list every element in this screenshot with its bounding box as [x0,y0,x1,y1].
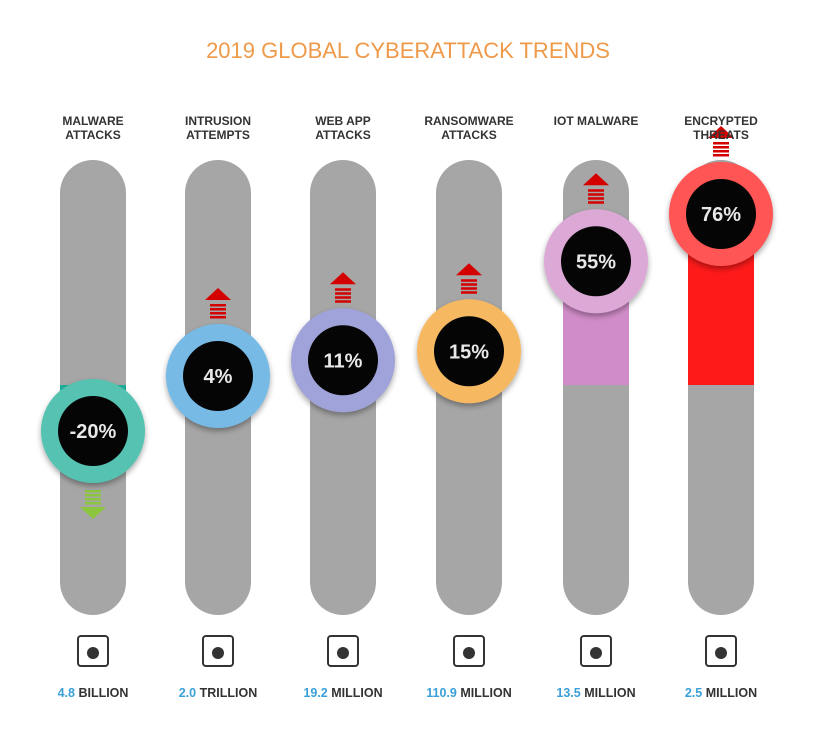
arrow-stripe [713,142,729,145]
category-label: WEB APP ATTACKS [315,114,371,142]
icon-frame [580,635,612,667]
arrow-stripe [461,279,477,282]
arrow-stripe [85,490,101,493]
icon-dot [87,647,99,659]
arrow-stripe [210,312,226,315]
arrow-stripe [210,304,226,307]
value-label: 11% [324,350,363,372]
value-label: 55% [576,251,616,273]
value-label: 76% [701,204,741,226]
arrow-stripe [461,291,477,294]
arrow-stripe [335,288,351,291]
arrow-stripe [461,287,477,290]
arrow-head [80,507,106,519]
total-label: 4.8 BILLION [28,686,158,700]
category-label: MALWARE ATTACKS [62,114,124,142]
arrow-stripe [588,201,604,204]
total-unit: MILLION [331,686,383,700]
arrow-stripe [210,308,226,311]
arrow-stripe [335,292,351,295]
icon-frame [327,635,359,667]
total-number: 13.5 [556,686,581,700]
total-number: 19.2 [303,686,328,700]
arrow-up [330,272,356,303]
icon-dot [212,647,224,659]
arrow-stripe [210,316,226,319]
value-label: 15% [449,341,489,363]
arrow-up [205,288,231,319]
category-label: RANSOMWARE ATTACKS [424,114,514,142]
icon-dot [337,647,349,659]
arrow-down [80,490,106,519]
value-disc [686,179,756,249]
chart-title: 2019 GLOBAL CYBERATTACK TRENDS [206,38,610,63]
category-icon [453,635,485,667]
value-disc [308,325,378,396]
icon-frame [202,635,234,667]
total-unit: MILLION [584,686,636,700]
total-label: 2.0 TRILLION [153,686,283,700]
icon-frame [453,635,485,667]
arrow-head [330,272,356,285]
total-unit: MILLION [705,686,758,700]
icon-frame [705,635,737,667]
arrow-head [708,126,734,138]
category-icon [705,635,737,667]
total-number: 2.5 [684,686,703,700]
category-icon [580,635,612,667]
arrow-up [456,263,482,294]
total-number: 2.0 [178,686,197,700]
category-icon [77,635,109,667]
arrow-up [708,126,734,157]
arrow-stripe [335,296,351,299]
arrow-stripe [85,494,101,497]
category-label: ENCRYPTED THREATS [684,114,758,142]
total-unit: MILLION [460,686,512,700]
arrow-stripe [588,193,604,196]
arrow-stripe [85,498,101,501]
arrow-head [205,288,231,300]
total-label: 2.5 MILLION [656,686,786,700]
arrow-head [583,173,609,186]
value-disc [434,316,504,387]
arrow-head [456,263,482,276]
value-disc [58,396,128,466]
value-disc [183,341,253,411]
value-label: -20% [70,421,117,443]
total-label: 19.2 MILLION [278,686,408,700]
total-label: 13.5 MILLION [531,686,661,700]
arrow-up [583,173,609,204]
total-number: 110.9 [426,686,457,700]
category-icon [202,635,234,667]
category-label: INTRUSION ATTEMPTS [185,114,251,142]
arrow-stripe [461,283,477,286]
arrow-stripe [588,197,604,200]
arrow-stripe [335,300,351,303]
arrow-stripe [588,189,604,192]
total-number: 4.8 [57,686,75,700]
value-label: 4% [204,366,233,388]
total-unit: TRILLION [199,686,258,700]
arrow-stripe [85,502,101,505]
arrow-stripe [713,154,729,157]
icon-dot [463,647,475,659]
value-disc [561,226,631,297]
category-label: IOT MALWARE [553,114,639,128]
icon-dot [590,647,602,659]
total-label: 110.9 MILLION [404,686,534,700]
total-unit: BILLION [78,686,129,700]
icon-dot [715,647,727,659]
icon-frame [77,635,109,667]
arrow-stripe [713,146,729,149]
arrow-stripe [713,150,729,153]
category-icon [327,635,359,667]
